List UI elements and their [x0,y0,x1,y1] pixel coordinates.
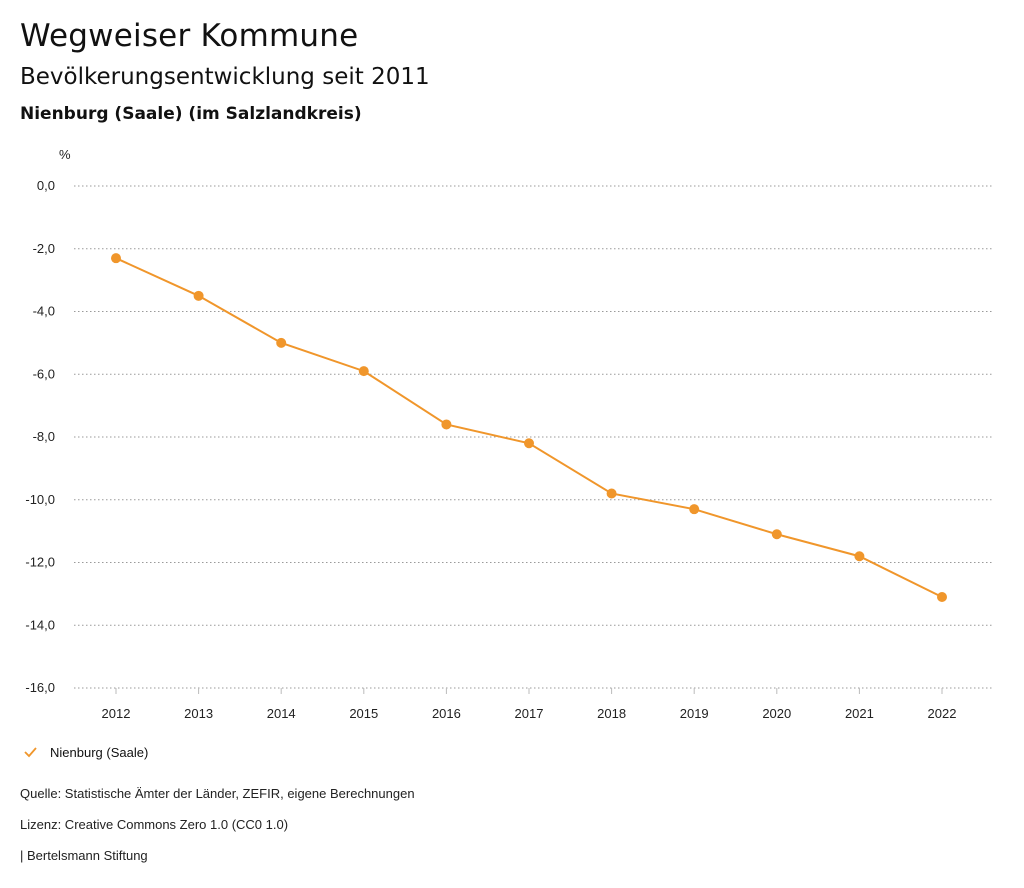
legend[interactable]: Nienburg (Saale) [22,744,148,760]
y-tick-label: -4,0 [33,304,55,319]
y-tick-label: 0,0 [37,178,55,193]
y-tick-label: -10,0 [25,492,55,507]
grid-lines [74,185,994,689]
license-note: Lizenz: Creative Commons Zero 1.0 (CC0 1… [20,817,289,832]
page-title: Wegweiser Kommune [20,18,359,54]
data-point[interactable] [111,253,121,264]
y-axis-unit-label: % [59,147,71,162]
data-point[interactable] [441,419,452,430]
x-tick-label: 2018 [597,706,626,721]
y-tick-label: -6,0 [33,366,55,381]
x-axis: 2012 2013 2014 2015 2016 2017 2018 2019 2020 2021… [102,688,957,721]
data-point[interactable] [606,488,617,499]
x-tick-label: 2016 [432,706,461,721]
x-tick-label: 2022 [928,706,957,721]
x-tick-label: 2019 [680,706,709,721]
y-tick-label: -8,0 [33,429,55,444]
legend-label: Nienburg (Saale) [50,744,149,760]
chart-subtitle: Bevölkerungsentwicklung seit 2011 [20,64,430,90]
y-tick-label: -14,0 [25,617,55,632]
data-point[interactable] [937,592,947,603]
series-layer [111,253,947,603]
x-tick-label: 2017 [515,706,544,721]
data-point[interactable] [771,529,782,540]
y-tick-label: -12,0 [25,555,55,570]
data-point[interactable] [524,438,534,449]
region-label: Nienburg (Saale) (im Salzlandkreis) [20,104,362,124]
x-tick-label: 2020 [762,706,791,721]
data-point[interactable] [193,290,204,301]
data-point[interactable] [854,551,865,562]
publisher-note: | Bertelsmann Stiftung [20,848,148,863]
data-point[interactable] [689,504,700,515]
y-tick-label: -16,0 [25,680,55,695]
y-tick-label: -2,0 [33,241,55,256]
x-tick-label: 2012 [102,706,131,721]
x-tick-label: 2013 [184,706,213,721]
checkmark-icon [24,747,37,758]
x-tick-label: 2015 [349,706,378,721]
data-point[interactable] [358,366,369,377]
y-axis: 0,0 -2,0 -4,0 -6,0 -8,0 -10,0 -12,0 -14,0 -16,0 [25,178,55,695]
x-tick-label: 2021 [845,706,874,721]
x-tick-label: 2014 [267,706,296,721]
data-point[interactable] [276,337,287,348]
series-line [115,257,943,598]
source-note: Quelle: Statistische Ämter der Länder, Z… [20,786,415,801]
